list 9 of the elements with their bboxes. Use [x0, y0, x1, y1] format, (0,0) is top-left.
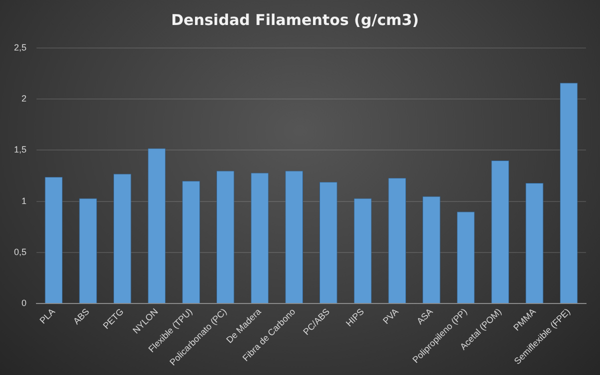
y-tick-label: 0	[21, 298, 27, 308]
y-tick-label: 2,5	[14, 42, 27, 52]
y-tick-label: 2	[21, 94, 27, 104]
y-tick-label: 1	[21, 196, 27, 206]
x-tick-label: PVA	[380, 306, 400, 326]
y-tick-label: 1,5	[14, 144, 27, 155]
y-tick-label: 0,5	[14, 246, 27, 257]
chart-title: Densidad Filamentos (g/cm3)	[171, 10, 419, 29]
x-tick-label: PLA	[38, 306, 57, 326]
